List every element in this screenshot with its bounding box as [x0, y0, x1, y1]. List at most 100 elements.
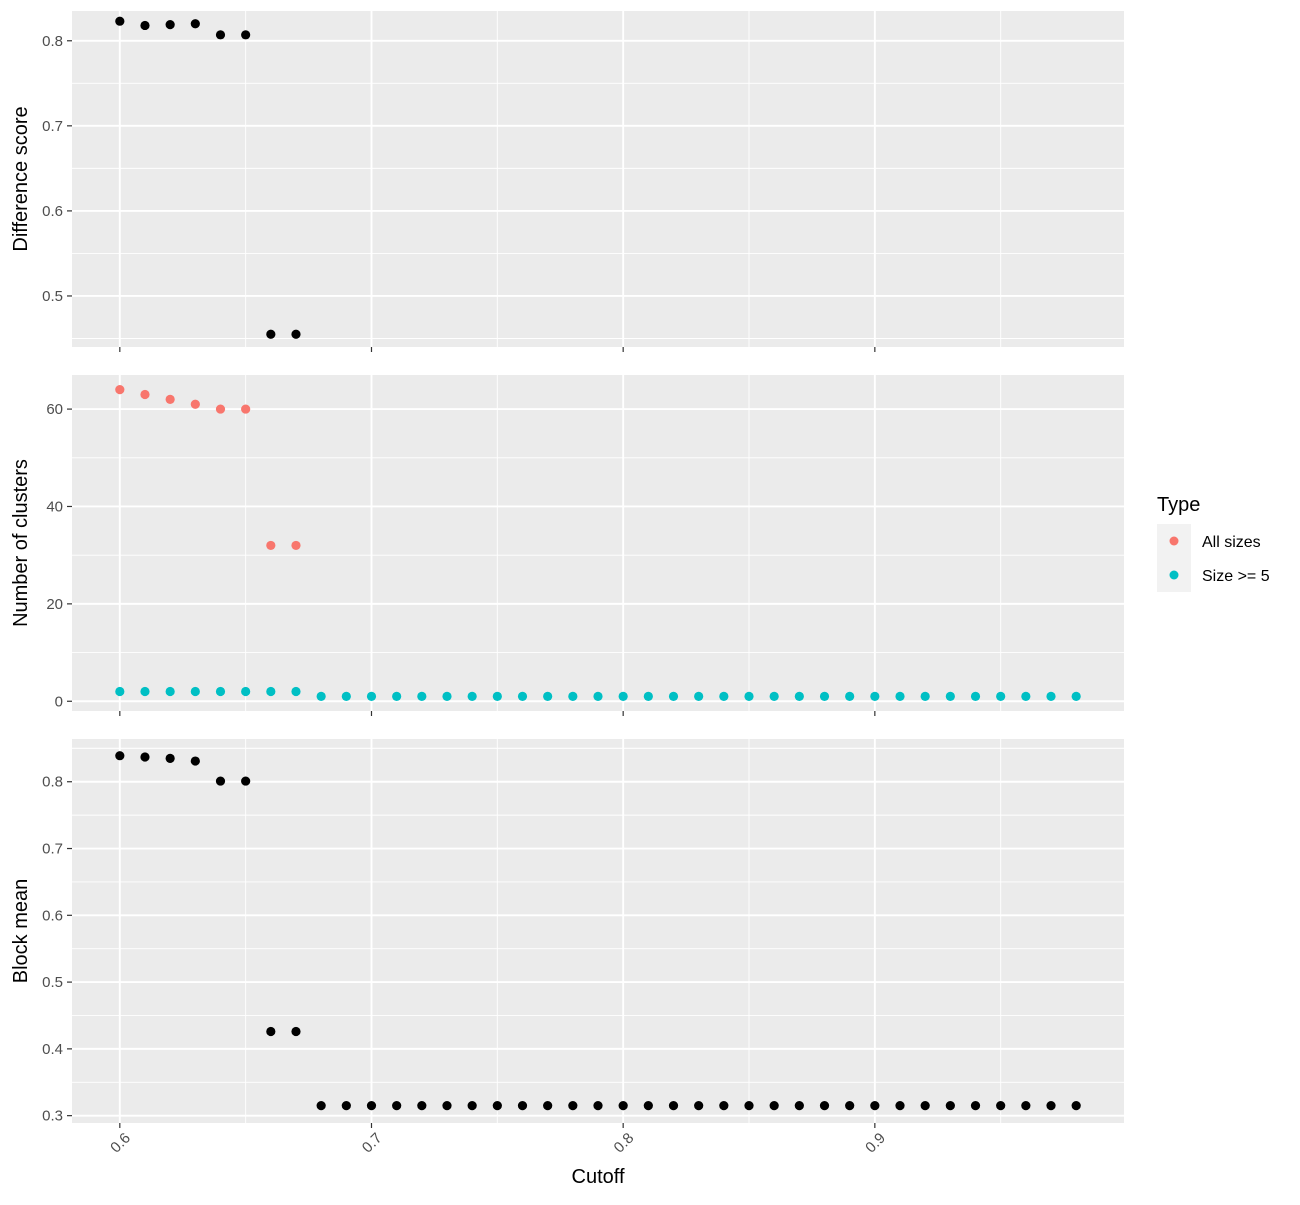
panel-bottom: 0.3 0.4 0.5 0.6 0.7 0.8 0.6 0.7 0.8 0.9 Block mean… [10, 739, 1124, 1188]
data-point [593, 691, 603, 701]
data-point [996, 1101, 1006, 1111]
series-all-sizes [115, 385, 301, 551]
y-tick-label: 20 [46, 596, 63, 613]
data-point [115, 16, 125, 26]
data-point [945, 691, 955, 701]
y-axis-title: Number of clusters [10, 459, 32, 627]
data-point [492, 1101, 502, 1111]
data-point [744, 1101, 754, 1111]
data-point [291, 329, 301, 339]
legend-label-all-sizes: All sizes [1202, 534, 1261, 551]
legend-key-size-ge-5 [1169, 570, 1179, 580]
data-point [341, 691, 351, 701]
data-point [543, 1101, 553, 1111]
data-point [819, 691, 830, 701]
data-point [794, 1101, 804, 1111]
data-point [467, 1101, 477, 1111]
data-point [241, 776, 251, 786]
data-point [1021, 691, 1031, 701]
data-point [140, 686, 150, 697]
legend-label-size-ge-5: Size >= 5 [1202, 568, 1270, 585]
data-point [1046, 691, 1056, 701]
data-point [165, 686, 175, 697]
panel-background [72, 739, 1124, 1123]
x-tick-label: 0.7 [359, 1130, 386, 1157]
data-point [215, 686, 226, 697]
data-point [945, 1101, 955, 1111]
data-point [719, 691, 729, 701]
legend-title: Type [1157, 494, 1200, 516]
data-point [392, 691, 402, 701]
data-point [316, 1101, 326, 1111]
data-point [1021, 1101, 1031, 1111]
data-point [417, 691, 427, 701]
y-tick-label: 0.8 [42, 774, 63, 791]
data-point [417, 1101, 427, 1111]
data-point [920, 691, 930, 701]
data-point [215, 404, 226, 414]
y-tick-label: 0 [55, 693, 63, 710]
data-point [543, 691, 553, 701]
y-tick-label: 60 [46, 401, 63, 418]
data-point [769, 1101, 779, 1111]
data-point [215, 30, 226, 40]
data-point [996, 691, 1006, 701]
x-tick-label: 0.9 [862, 1130, 889, 1157]
data-point [870, 1101, 880, 1111]
data-point [316, 691, 326, 701]
data-point [492, 691, 502, 701]
data-point [291, 540, 301, 551]
y-tick-label: 40 [46, 498, 63, 515]
y-tick-label: 0.3 [42, 1108, 63, 1125]
legend: Type All sizes Size >= 5 [1157, 494, 1270, 592]
data-point [970, 1101, 981, 1111]
data-point [819, 1101, 830, 1111]
y-tick-label: 0.8 [42, 33, 63, 50]
y-tick-label: 0.5 [42, 974, 63, 991]
data-point [1071, 691, 1081, 701]
data-point [895, 691, 905, 701]
y-tick-label: 0.5 [42, 288, 63, 305]
data-point [392, 1101, 402, 1111]
y-tick-label: 0.7 [42, 841, 63, 858]
data-point [744, 691, 754, 701]
y-tick-label: 0.7 [42, 118, 63, 135]
data-point [266, 540, 276, 551]
data-point [115, 751, 125, 761]
data-point [241, 404, 251, 414]
data-point [442, 1101, 452, 1111]
data-point [115, 385, 125, 395]
data-point [719, 1101, 729, 1111]
data-point [1071, 1101, 1081, 1111]
series-points [115, 16, 301, 339]
data-point [266, 1026, 276, 1037]
y-tick-label: 0.6 [42, 907, 63, 924]
data-point [694, 1101, 704, 1111]
data-point [970, 691, 981, 701]
data-point [845, 691, 855, 701]
y-axis-title: Block mean [10, 879, 32, 984]
data-point [467, 691, 477, 701]
y-tick-label: 0.4 [42, 1041, 63, 1058]
x-axis-title: Cutoff [572, 1166, 625, 1188]
data-point [291, 686, 301, 697]
data-point [140, 20, 150, 31]
data-point [643, 691, 653, 701]
data-point [341, 1101, 351, 1111]
data-point [694, 691, 704, 701]
data-point [366, 691, 377, 701]
data-point [845, 1101, 855, 1111]
data-point [241, 686, 251, 697]
y-axis-title: Difference score [10, 106, 32, 251]
data-point [115, 686, 125, 697]
data-point [769, 691, 779, 701]
data-point [165, 394, 175, 404]
x-tick-label: 0.6 [107, 1130, 134, 1157]
data-point [190, 756, 200, 766]
data-point [190, 19, 200, 29]
data-point [794, 691, 804, 701]
panel-middle: 0 20 40 60 Number of clusters [10, 375, 1124, 716]
data-point [190, 399, 200, 409]
